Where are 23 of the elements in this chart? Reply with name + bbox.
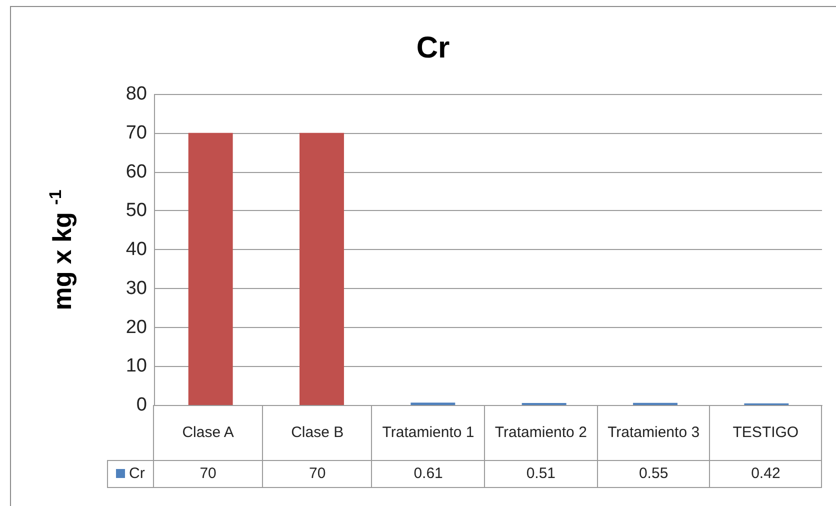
y-tick-label: 10 — [126, 356, 147, 377]
y-tick-label: 30 — [126, 278, 147, 299]
y-tick-label: 40 — [126, 239, 147, 260]
data-label: 0.42 — [710, 460, 822, 488]
y-tick-label: 20 — [126, 316, 147, 338]
x-tick-label: Clase B — [262, 406, 372, 460]
data-label: 70 — [153, 460, 263, 488]
y-tick-label: 60 — [126, 161, 147, 182]
legend-label: Cr — [108, 460, 154, 488]
x-tick-label: Tratamiento 3 — [597, 406, 710, 460]
y-tick-label: 80 — [126, 84, 147, 104]
chart-title: Cr — [416, 32, 450, 64]
data-label: 0.51 — [484, 460, 598, 488]
data-label: 70 — [262, 460, 372, 488]
data-label: 0.61 — [372, 460, 485, 488]
data-label: 0.55 — [597, 460, 710, 488]
x-tick-label: Tratamiento 2 — [484, 406, 598, 460]
x-tick-label: Tratamiento 1 — [372, 406, 485, 460]
y-tick-label: 0 — [136, 394, 147, 416]
y-tick-label: 50 — [126, 200, 147, 222]
y-tick-label: 70 — [126, 122, 147, 144]
x-tick-label: Clase A — [153, 406, 263, 460]
x-tick-label: TESTIGO — [710, 406, 822, 460]
